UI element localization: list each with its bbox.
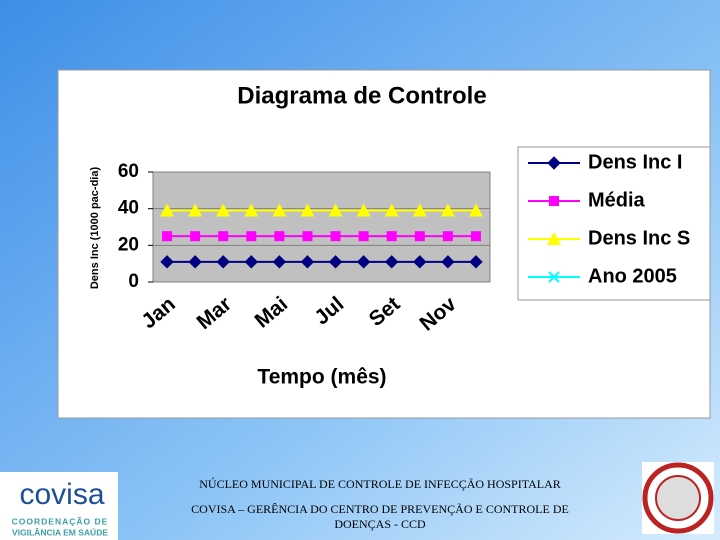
data-point [386,231,397,242]
legend-marker [547,156,561,170]
data-point [414,231,425,242]
data-point [188,255,202,269]
legend-marker [549,196,559,206]
x-axis-label: Tempo (mês) [257,366,386,389]
data-point [328,255,343,269]
data-point [244,255,258,269]
data-point [440,203,455,217]
y-tick-label: 0 [128,271,139,292]
data-point [246,231,257,242]
legend-label: Dens Inc I [588,151,682,173]
data-point [274,231,285,242]
legend-label: Média [588,189,646,211]
chart-title: Diagrama de Controle [237,82,486,109]
data-point [188,203,203,217]
footer-line: NÚCLEO MUNICIPAL DE CONTROLE DE INFECÇÃO… [199,477,561,491]
data-point [358,231,369,242]
data-point [160,255,174,269]
data-point [442,231,453,242]
footer-line: COVISA – GERÊNCIA DO CENTRO DE PREVENÇÃO… [191,502,569,516]
data-point [272,203,287,217]
data-point [441,255,455,269]
y-tick-label: 60 [118,161,139,182]
logo-name: covisa [19,478,104,511]
data-point [470,231,481,242]
data-point [190,231,201,242]
logo-box [0,472,118,540]
data-point [160,203,175,217]
data-point [162,231,173,242]
data-point [330,231,341,242]
logo-text: VIGILÂNCIA EM SAÚDE [12,526,108,537]
data-point [272,255,287,269]
footer-line: DOENÇAS - CCD [334,517,426,531]
data-point [412,203,427,217]
data-point [216,255,230,269]
y-tick-label: 20 [118,234,139,255]
data-point [218,231,229,242]
data-point [328,203,343,217]
data-point [384,203,399,217]
data-point [385,255,399,269]
logo-text: COORDENAÇÃO DE [12,516,109,526]
y-tick-label: 40 [118,198,139,219]
plot-area [152,171,491,283]
data-point [356,203,371,217]
data-point [244,203,259,217]
y-axis-label: Dens Inc (1000 pac-dia) [89,167,101,290]
legend-label: Ano 2005 [588,265,677,287]
data-point [300,203,315,217]
legend-marker [547,232,561,245]
data-point [468,203,483,217]
data-point [216,203,231,217]
data-point [300,255,315,269]
data-point [302,231,313,242]
legend-box [517,146,711,301]
data-point [356,255,371,269]
legend-marker [548,271,560,283]
data-point [469,255,483,269]
legend-label: Dens Inc S [588,227,690,249]
data-point [413,255,427,269]
seal-center [655,475,701,521]
